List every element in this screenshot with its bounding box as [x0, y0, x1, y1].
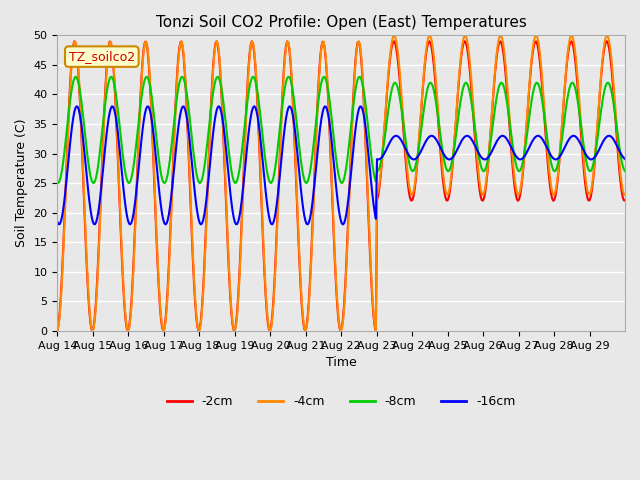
-4cm: [568, 33, 575, 38]
Legend: -2cm, -4cm, -8cm, -16cm: -2cm, -4cm, -8cm, -16cm: [162, 390, 521, 413]
-2cm: [362, 143, 369, 149]
Line: -16cm: -16cm: [58, 106, 625, 225]
-8cm: [394, 84, 401, 90]
-4cm: [324, 90, 332, 96]
-2cm: [621, 198, 629, 204]
-8cm: [338, 180, 346, 186]
-8cm: [521, 147, 529, 153]
-16cm: [363, 135, 371, 141]
-8cm: [324, 87, 332, 93]
Line: -8cm: -8cm: [58, 77, 625, 183]
-4cm: [89, 328, 97, 334]
Title: Tonzi Soil CO2 Profile: Open (East) Temperatures: Tonzi Soil CO2 Profile: Open (East) Temp…: [156, 15, 527, 30]
Line: -2cm: -2cm: [58, 41, 625, 331]
-2cm: [610, 91, 618, 97]
-4cm: [610, 82, 618, 87]
X-axis label: Time: Time: [326, 356, 356, 369]
-16cm: [324, 111, 332, 117]
-4cm: [392, 38, 400, 44]
-16cm: [621, 156, 629, 162]
-2cm: [54, 327, 61, 333]
-16cm: [610, 137, 618, 143]
-16cm: [521, 153, 529, 158]
Text: TZ_soilco2: TZ_soilco2: [68, 50, 135, 63]
-4cm: [520, 157, 527, 163]
-8cm: [621, 168, 629, 174]
-2cm: [392, 46, 400, 52]
-2cm: [326, 148, 334, 154]
-8cm: [363, 112, 371, 118]
-8cm: [328, 114, 335, 120]
-2cm: [323, 74, 331, 80]
-16cm: [394, 133, 401, 139]
-4cm: [328, 170, 335, 176]
Line: -4cm: -4cm: [58, 36, 625, 331]
-16cm: [54, 219, 61, 225]
-16cm: [339, 222, 347, 228]
-4cm: [362, 136, 369, 142]
-16cm: [250, 103, 258, 109]
-2cm: [521, 145, 529, 151]
-8cm: [249, 74, 257, 80]
-2cm: [426, 38, 433, 44]
-8cm: [54, 180, 61, 186]
-4cm: [54, 328, 61, 334]
-16cm: [328, 137, 335, 143]
-8cm: [610, 101, 618, 107]
Y-axis label: Soil Temperature (C): Soil Temperature (C): [15, 119, 28, 247]
-2cm: [337, 328, 344, 334]
-4cm: [621, 192, 629, 198]
